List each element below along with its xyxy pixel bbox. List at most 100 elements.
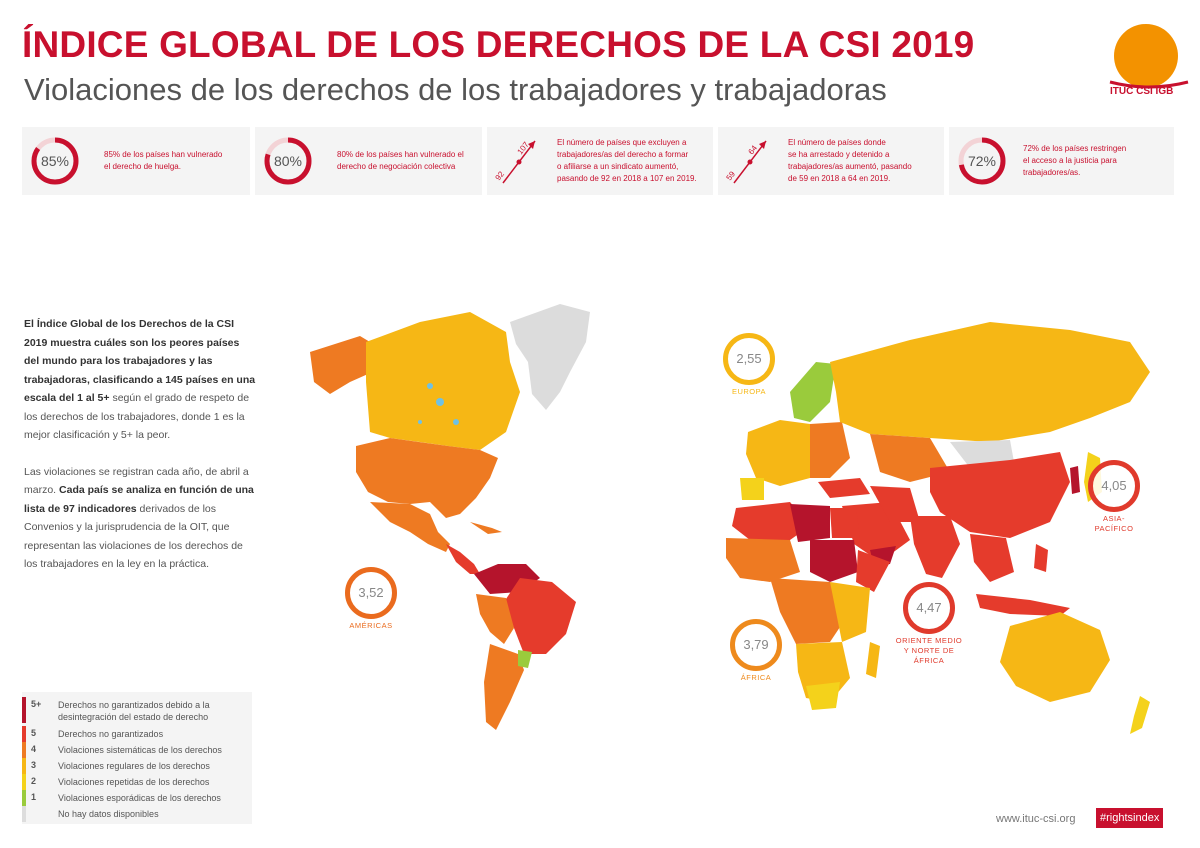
percent-ring-icon — [31, 137, 79, 185]
stat-description-line: el derecho de huelga. — [104, 162, 181, 171]
map-southeast-asia — [970, 534, 1014, 582]
legend-swatch — [22, 774, 26, 790]
legend-code: 1 — [31, 792, 37, 802]
stat-description: 85% de los países han vulnerado el derech… — [104, 149, 222, 173]
map-western-europe — [746, 420, 822, 486]
legend-item: 3 Violaciones regulares de los derechos — [22, 758, 252, 774]
region-score: 3,52 — [345, 567, 397, 619]
legend-code: 2 — [31, 776, 37, 786]
map-central-africa — [770, 578, 850, 644]
map-uruguay — [518, 650, 532, 668]
percent-ring-arc — [958, 137, 1006, 185]
map-libya — [790, 504, 830, 542]
legend-label: No hay datos disponibles — [58, 809, 159, 819]
map-maghreb — [732, 502, 810, 540]
legend-swatch — [22, 790, 26, 806]
stat-description: El número de países que excluyen a trabaj… — [557, 137, 697, 185]
percent-ring-label: 72% — [967, 153, 997, 169]
percent-ring-label: 85% — [40, 153, 70, 169]
region-score: 2,55 — [723, 333, 775, 385]
footer-url[interactable]: www.ituc-csi.org — [996, 813, 1076, 825]
map-india — [910, 516, 960, 578]
legend-item: 1 Violaciones esporádicas de los derechos — [22, 790, 252, 806]
stats-row: 85% 85% de los países han vulnerado el der… — [22, 127, 1174, 195]
logo-arc-icon — [1109, 80, 1189, 89]
stat-description-line: derecho de negociación colectiva — [337, 162, 456, 171]
logo-text: ITUC CSI IGB — [1110, 86, 1174, 97]
intro-p2-rest: derivados de los Convenios y la jurispru… — [24, 502, 243, 571]
region-name-line: ÁFRICA — [913, 656, 945, 665]
stat-description: 72% de los países restringen el acceso a … — [1023, 143, 1126, 179]
map-australia — [1000, 612, 1110, 702]
region-badge-americas: 3,52 AMÉRICAS — [345, 567, 397, 631]
percent-ring-arc — [31, 137, 79, 185]
stat-description-line: trabajadores/as. — [1023, 168, 1081, 177]
stat-description-line: 80% de los países han vulnerado el — [337, 150, 464, 159]
map-egypt — [830, 508, 860, 538]
stat-description-line: El número de países que excluyen a — [557, 138, 687, 147]
region-score: 3,79 — [730, 619, 782, 671]
map-alaska — [310, 336, 370, 394]
map-canada — [366, 312, 520, 450]
arrow-to-label: 107 — [515, 140, 531, 156]
region-name-line: ÁFRICA — [740, 673, 772, 682]
page-subtitle: Violaciones de los derechos de los traba… — [24, 72, 887, 107]
legend-swatch — [22, 726, 26, 742]
legend-label: Violaciones esporádicas de los derechos — [58, 793, 221, 803]
legend-label: Violaciones repetidas de los derechos — [58, 777, 210, 787]
map-eastern-europe — [810, 422, 850, 478]
stat-card: 85% 85% de los países han vulnerado el der… — [22, 127, 250, 195]
percent-ring-icon — [958, 137, 1006, 185]
region-name: ORIENTE MEDIO Y NORTE DE ÁFRICA — [896, 636, 962, 666]
region-score: 4,05 — [1088, 460, 1140, 512]
intro-p2-start: Las violaciones se registran cada año, d… — [24, 465, 249, 497]
intro-paragraph-2: Las violaciones se registran cada año, d… — [24, 463, 256, 574]
legend-label: Violaciones regulares de los derechos — [58, 761, 210, 771]
intro-p1-bold: El Índice Global de los Derechos de la C… — [24, 318, 256, 404]
stat-description: El número de países donde se ha arrestado… — [788, 137, 912, 185]
region-badge-mena: 4,47 ORIENTE MEDIO Y NORTE DE ÁFRICA — [896, 582, 962, 666]
legend-code: 3 — [31, 760, 37, 770]
map-west-africa — [726, 538, 800, 582]
legend-item: No hay datos disponibles — [22, 806, 252, 822]
stat-card: 72% 72% de los países restringen el acceso… — [949, 127, 1174, 195]
stat-card: 80% 80% de los países han vulnerado el der… — [255, 127, 482, 195]
map-turkey — [818, 478, 870, 498]
region-name-line: Y NORTE DE — [903, 646, 955, 655]
legend-swatch — [22, 758, 26, 774]
stat-description-line: trabajadores/as aumentó, pasando — [788, 162, 912, 171]
map-china — [930, 452, 1070, 538]
map-south-africa — [806, 682, 840, 710]
map-iran — [870, 486, 920, 522]
map-horn-africa — [856, 550, 890, 592]
legend-label: Derechos no garantizados debido a la des… — [58, 700, 210, 722]
percent-ring-label: 80% — [273, 153, 303, 169]
region-score: 4,47 — [903, 582, 955, 634]
map-philippines — [1034, 544, 1048, 572]
region-name: EUROPA — [723, 387, 775, 397]
region-name-line: PACÍFICO — [1094, 524, 1134, 533]
legend-swatch — [22, 697, 26, 723]
logo-circle-icon — [1114, 24, 1178, 88]
legend-code: 4 — [31, 744, 37, 754]
map-east-africa — [830, 582, 870, 642]
legend-item: 5 Derechos no garantizados — [22, 726, 252, 742]
footer-hashtag: #rightsindex — [1096, 808, 1164, 828]
region-name: ASIA- PACÍFICO — [1088, 514, 1140, 534]
region-name-line: AMÉRICAS — [349, 621, 393, 630]
region-badge-asia: 4,05 ASIA- PACÍFICO — [1088, 460, 1140, 534]
map-new-zealand — [1130, 696, 1150, 734]
legend-item: 5+ Derechos no garantizados debido a la d… — [22, 697, 252, 723]
map-argentina-chile — [484, 644, 524, 730]
map-russia — [830, 322, 1150, 442]
map-indonesia — [976, 594, 1070, 616]
intro-p1-rest: según el grado de respeto de los derecho… — [24, 392, 250, 441]
region-badge-africa: 3,79 ÁFRICA — [730, 619, 782, 683]
legend-item: 4 Violaciones sistemáticas de los derecho… — [22, 742, 252, 758]
legend-code: 5+ — [31, 699, 42, 709]
map-madagascar — [866, 642, 880, 678]
stat-description-line: de 59 en 2018 a 64 en 2019. — [788, 174, 891, 183]
map-caribbean — [470, 522, 502, 534]
region-name-line: EUROPA — [731, 387, 767, 396]
